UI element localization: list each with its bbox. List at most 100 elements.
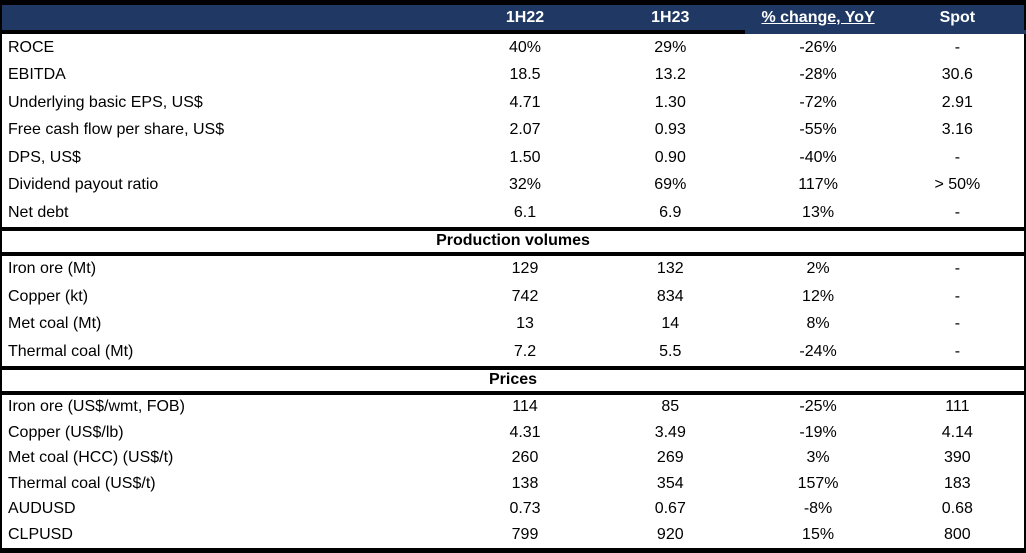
cell-value: -40% (745, 144, 891, 172)
table-row: Underlying basic EPS, US$ 4.71 1.30 -72% 2.9… (1, 89, 1025, 117)
cell-value: 13 (454, 310, 596, 338)
cell-value: 2.91 (890, 89, 1025, 117)
table-row: CLPUSD 799 920 15% 800 (1, 522, 1025, 550)
cell-value: 2% (745, 253, 891, 283)
cell-value: 111 (890, 392, 1025, 420)
cell-value: 5.5 (595, 338, 746, 368)
header-row: 1H22 1H23 % change, YoY Spot (1, 2, 1025, 34)
section-title: Prices (1, 365, 1025, 395)
row-label: Net debt (1, 199, 455, 229)
table-row: Dividend payout ratio 32% 69% 117% > 50% (1, 171, 1025, 199)
row-label: Iron ore (Mt) (1, 253, 455, 283)
cell-value: - (890, 144, 1025, 172)
cell-value: 0.73 (454, 496, 596, 522)
table-row: DPS, US$ 1.50 0.90 -40% - (1, 144, 1025, 172)
cell-value: -25% (745, 392, 891, 420)
cell-value: 742 (454, 283, 596, 311)
table-row: ROCE 40% 29% -26% - (1, 32, 1025, 62)
cell-value: 800 (890, 522, 1025, 550)
cell-value: 4.71 (454, 89, 596, 117)
cell-value: 0.90 (595, 144, 746, 172)
header-cell-metric (1, 2, 455, 34)
cell-value: 4.31 (454, 420, 596, 446)
table-row: Copper (US$/lb) 4.31 3.49 -19% 4.14 (1, 420, 1025, 446)
cell-value: 18.5 (454, 61, 596, 89)
cell-value: 13% (745, 199, 891, 229)
row-label: Thermal coal (US$/t) (1, 471, 455, 497)
table-row: AUDUSD 0.73 0.67 -8% 0.68 (1, 496, 1025, 522)
row-label: AUDUSD (1, 496, 455, 522)
cell-value: 15% (745, 522, 891, 550)
cell-value: - (890, 283, 1025, 311)
table-row: Iron ore (US$/wmt, FOB) 114 85 -25% 111 (1, 392, 1025, 420)
cell-value: 0.67 (595, 496, 746, 522)
table-row: Net debt 6.1 6.9 13% - (1, 199, 1025, 229)
cell-value: 114 (454, 392, 596, 420)
cell-value: 12% (745, 283, 891, 311)
row-label: Dividend payout ratio (1, 171, 455, 199)
cell-value: -24% (745, 338, 891, 368)
table-row: Free cash flow per share, US$ 2.07 0.93 -55… (1, 116, 1025, 144)
cell-value: 3% (745, 445, 891, 471)
row-label: Copper (US$/lb) (1, 420, 455, 446)
row-label: Met coal (HCC) (US$/t) (1, 445, 455, 471)
cell-value: 13.2 (595, 61, 746, 89)
row-label: Iron ore (US$/wmt, FOB) (1, 392, 455, 420)
cell-value: - (890, 32, 1025, 62)
cell-value: 157% (745, 471, 891, 497)
cell-value: 69% (595, 171, 746, 199)
cell-value: 3.16 (890, 116, 1025, 144)
cell-value: 14 (595, 310, 746, 338)
cell-value: 138 (454, 471, 596, 497)
table-row: Copper (kt) 742 834 12% - (1, 283, 1025, 311)
row-label: Thermal coal (Mt) (1, 338, 455, 368)
cell-value: 2.07 (454, 116, 596, 144)
section-row-production-volumes: Production volumes (1, 226, 1025, 256)
cell-value: 7.2 (454, 338, 596, 368)
cell-value: -72% (745, 89, 891, 117)
cell-value: - (890, 338, 1025, 368)
cell-value: 132 (595, 253, 746, 283)
cell-value: 8% (745, 310, 891, 338)
cell-value: 32% (454, 171, 596, 199)
cell-value: 29% (595, 32, 746, 62)
cell-value: 6.1 (454, 199, 596, 229)
table-row: Iron ore (Mt) 129 132 2% - (1, 253, 1025, 283)
cell-value: -8% (745, 496, 891, 522)
section-row-prices: Prices (1, 365, 1025, 395)
cell-value: 834 (595, 283, 746, 311)
cell-value: 0.68 (890, 496, 1025, 522)
row-label: EBITDA (1, 61, 455, 89)
cell-value: 1.50 (454, 144, 596, 172)
cell-value: 30.6 (890, 61, 1025, 89)
table-row: Met coal (Mt) 13 14 8% - (1, 310, 1025, 338)
pct-change-yoy-label: % change, YoY (761, 8, 875, 26)
header-cell-pct-change-yoy: % change, YoY (745, 2, 891, 34)
table-row: Thermal coal (US$/t) 138 354 157% 183 (1, 471, 1025, 497)
cell-value: -19% (745, 420, 891, 446)
cell-value: -26% (745, 32, 891, 62)
table-header: 1H22 1H23 % change, YoY Spot (1, 2, 1025, 34)
row-label: Met coal (Mt) (1, 310, 455, 338)
cell-value: 85 (595, 392, 746, 420)
cell-value: 3.49 (595, 420, 746, 446)
cell-value: - (890, 199, 1025, 229)
cell-value: 390 (890, 445, 1025, 471)
cell-value: - (890, 310, 1025, 338)
row-label: Free cash flow per share, US$ (1, 116, 455, 144)
cell-value: 4.14 (890, 420, 1025, 446)
cell-value: 260 (454, 445, 596, 471)
cell-value: 40% (454, 32, 596, 62)
cell-value: 354 (595, 471, 746, 497)
cell-value: 6.9 (595, 199, 746, 229)
cell-value: > 50% (890, 171, 1025, 199)
cell-value: 1.30 (595, 89, 746, 117)
row-label: ROCE (1, 32, 455, 62)
cell-value: 799 (454, 522, 596, 550)
cell-value: -55% (745, 116, 891, 144)
header-cell-1h23: 1H23 (595, 2, 746, 34)
row-label: DPS, US$ (1, 144, 455, 172)
section-title: Production volumes (1, 226, 1025, 256)
